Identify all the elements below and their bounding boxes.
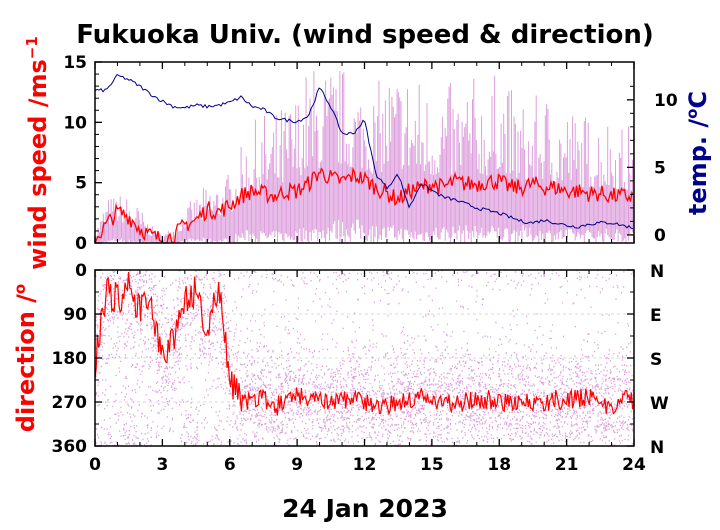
speed-y-tick-label: 5 [75,174,87,194]
top-ticks: 0 5 10 15 0 5 10 [63,53,678,254]
compass-tick-label: W [650,394,669,414]
wind-speed-panel: 0 5 10 15 0 5 10 [63,53,678,254]
x-tick-label: 3 [156,455,168,475]
speed-raw-trace [95,71,635,243]
compass-tick-label: E [650,306,662,326]
wind-speed-axis-label: wind speed /ms−1 [23,36,52,270]
speed-mean-line-group [94,166,635,244]
speed-y-tick-label: 10 [63,113,87,133]
temp-y-tick-label: 10 [654,91,678,111]
direction-y-tick-label: 0 [75,261,87,281]
direction-y-tick-label: 270 [52,393,88,413]
compass-tick-label: N [650,438,664,458]
compass-tick-label: N [650,262,664,282]
x-tick-label: 0 [89,455,101,475]
temp-y-tick-label: 0 [654,226,666,246]
direction-axis-label: direction /o [11,284,40,432]
speed-y-tick-label: 15 [63,53,87,73]
direction-y-tick-label: 90 [63,305,87,325]
direction-y-tick-label: 180 [52,349,88,369]
temperature-line-group [94,73,634,230]
compass-tick-label: S [650,350,662,370]
x-tick-label: 18 [487,455,511,475]
speed-y-tick-label: 0 [75,234,87,254]
date-axis-label: 24 Jan 2023 [282,494,448,523]
temp-y-tick-label: 5 [654,158,666,178]
bottom-ticks: 0 3 6 9 12 15 18 21 24 0 N 90 E 180 S 270 W 360 N [52,261,670,475]
x-tick-label: 9 [291,455,303,475]
x-tick-label: 6 [224,455,236,475]
x-tick-label: 21 [555,455,579,475]
direction-mean-scatter [94,272,635,416]
chart-title: Fukuoka Univ. (wind speed & direction) [76,20,654,50]
temperature-line [94,73,634,230]
direction-mean-line [94,272,635,416]
speed-raw-band [95,71,635,243]
x-tick-label: 15 [420,455,444,475]
direction-y-tick-label: 360 [52,437,88,457]
wind-direction-panel: 0 3 6 9 12 15 18 21 24 0 N 90 E 180 S 270 W 360 N [52,261,670,475]
x-tick-label: 12 [353,455,377,475]
speed-mean-line [94,166,635,244]
temperature-axis-label: temp. /oC [683,91,712,215]
x-tick-label: 24 [622,455,646,475]
